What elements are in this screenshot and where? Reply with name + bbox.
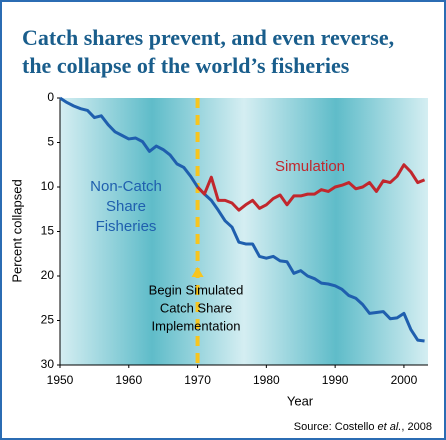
series-line	[196, 163, 426, 212]
plot-area	[60, 98, 428, 365]
source-text: , 2008	[401, 421, 432, 433]
y-axis-label: Percent collapsed	[9, 179, 24, 282]
x-tick-label: 1970	[184, 373, 211, 387]
x-tick-label: 1950	[47, 373, 74, 387]
y-tick-label: 25	[41, 313, 55, 327]
series-label: Share	[106, 198, 146, 215]
y-tick-label: 30	[41, 357, 55, 371]
chart-title: the collapse of the world’s fisheries	[22, 53, 350, 78]
series-label: Fisheries	[96, 218, 157, 235]
annotation-arrow	[191, 267, 204, 277]
x-tick-label: 1990	[322, 373, 349, 387]
y-tick-label: 15	[41, 224, 55, 238]
y-tick-label: 10	[41, 179, 55, 193]
series-label: Non-Catch	[90, 178, 162, 195]
source-text: et al.	[378, 421, 402, 433]
series-line	[59, 96, 425, 343]
annotation-text: Begin Simulated	[149, 282, 244, 297]
x-tick-label: 2000	[391, 373, 418, 387]
chart-title: Catch shares prevent, and even reverse,	[22, 25, 394, 50]
series-label: Simulation	[275, 158, 345, 175]
x-axis-label: Year	[287, 393, 314, 408]
y-tick-label: 0	[47, 90, 54, 104]
x-tick-label: 1980	[253, 373, 280, 387]
source-text: Source: Costello	[294, 421, 378, 433]
source: Source: Costello et al., 2008	[294, 421, 432, 433]
y-tick-label: 20	[41, 268, 55, 282]
annotation-text: Implementation	[152, 318, 241, 333]
annotation-text: Catch Share	[160, 300, 232, 315]
y-tick-label: 5	[47, 135, 54, 149]
x-tick-label: 1960	[115, 373, 142, 387]
